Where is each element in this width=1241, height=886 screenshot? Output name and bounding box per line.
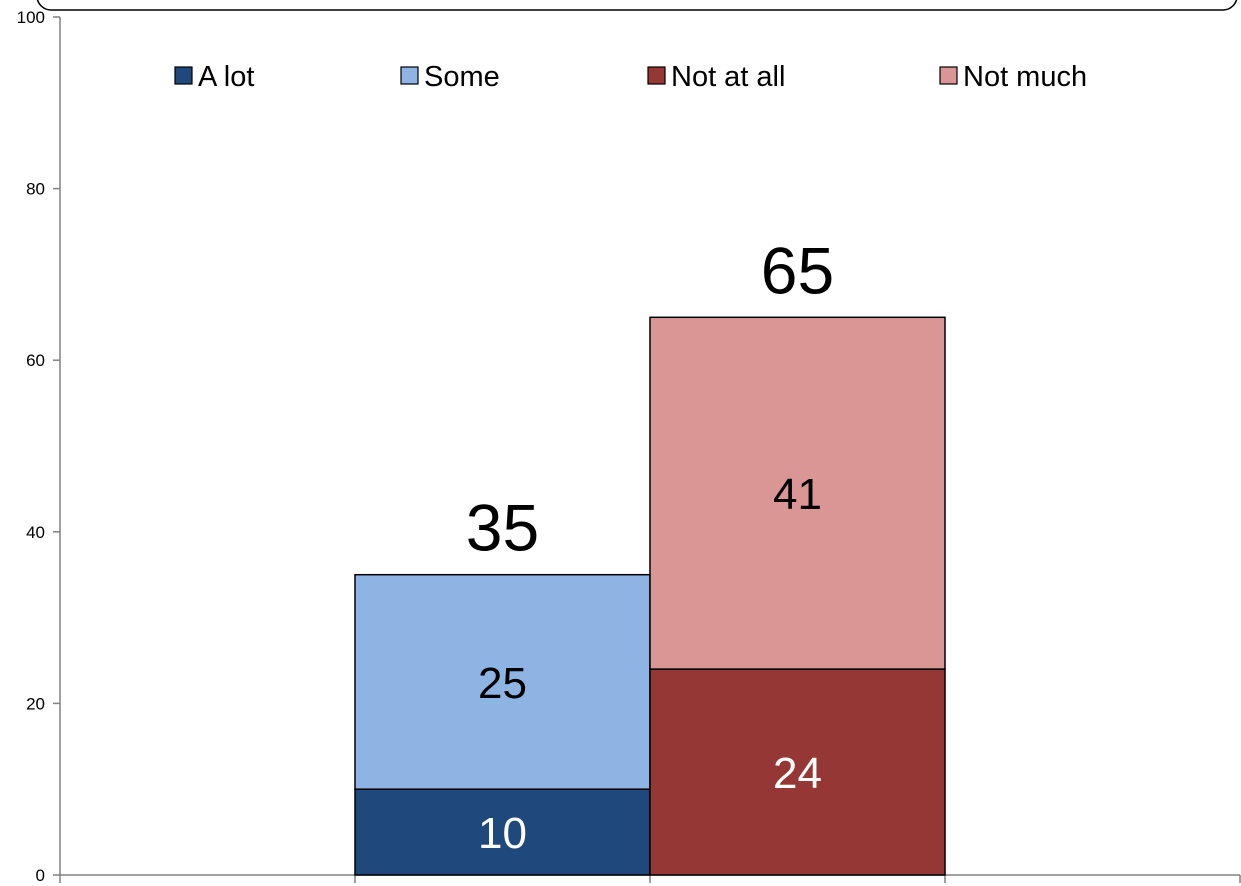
legend-swatch xyxy=(647,66,666,85)
total-value-label: 65 xyxy=(761,233,834,307)
segment-value-label: 24 xyxy=(773,749,822,798)
legend-label: Not much xyxy=(963,61,1087,93)
total-value-label: 35 xyxy=(466,491,539,565)
axes: 0 20 40 60 80 100 xyxy=(17,8,1241,885)
segment-value-label: 10 xyxy=(478,809,527,858)
legend-box xyxy=(36,0,1238,11)
legend-swatch xyxy=(400,66,419,85)
legend-label: Some xyxy=(424,61,500,93)
y-tick-label: 40 xyxy=(26,523,45,542)
legend-swatch xyxy=(939,66,958,85)
bar-segment xyxy=(354,573,651,790)
segment-value-label: 25 xyxy=(478,659,527,708)
y-tick-label: 20 xyxy=(26,694,45,713)
segment-value-label: 41 xyxy=(773,470,822,519)
y-tick-label: 0 xyxy=(36,866,45,885)
legend: A lot Some Not at all Not much xyxy=(174,61,1087,93)
y-tick-label: 100 xyxy=(17,8,45,27)
data-labels: 10 25 24 41 35 65 xyxy=(466,233,834,858)
legend-label: A lot xyxy=(198,61,254,93)
legend-label: Not at all xyxy=(671,61,785,93)
bars xyxy=(354,316,946,876)
y-tick-label: 60 xyxy=(26,351,45,370)
y-tick-label: 80 xyxy=(26,180,45,199)
legend-swatch xyxy=(174,66,193,85)
bar-segment xyxy=(649,316,946,670)
bar-segment xyxy=(649,668,946,876)
bar-segment xyxy=(354,788,651,876)
